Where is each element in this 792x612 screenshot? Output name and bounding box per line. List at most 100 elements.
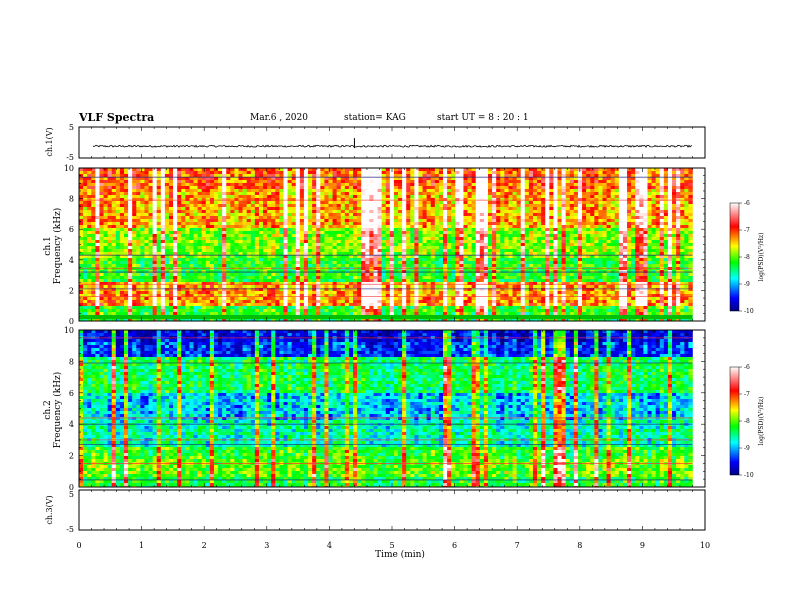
- spectrogram-cell: [487, 261, 493, 265]
- spectrogram-cell: [308, 168, 313, 172]
- spectrogram-cell: [573, 186, 579, 190]
- spectrogram-cell: [119, 237, 125, 241]
- spectrogram-cell: [107, 258, 113, 262]
- spectrogram-cell: [487, 219, 493, 223]
- spectrogram-cell: [598, 174, 603, 178]
- spectrogram-cell: [213, 168, 219, 172]
- spectrogram-cell: [230, 261, 235, 265]
- spectrogram-cell: [422, 225, 427, 229]
- spectrogram-cell: [512, 225, 517, 229]
- spectrogram-cell: [303, 174, 309, 178]
- spectrogram-cell: [418, 240, 423, 244]
- spectrogram-cell: [635, 192, 640, 196]
- spectrogram-cell: [508, 234, 513, 238]
- spectrogram-cell: [557, 264, 562, 268]
- spectrogram-cell: [320, 249, 325, 253]
- spectrogram-cell: [582, 258, 587, 262]
- spectrogram-cell: [173, 225, 178, 229]
- spectrogram-cell: [635, 231, 640, 235]
- spectrogram-cell: [140, 183, 145, 187]
- spectrogram-cell: [492, 213, 497, 217]
- spectrogram-cell: [365, 264, 370, 268]
- spectrogram-cell: [148, 240, 153, 244]
- spectrogram-cell: [541, 174, 546, 178]
- spectrogram-cell: [332, 249, 337, 253]
- spectrogram-cell: [516, 168, 522, 172]
- spectrogram-cell: [389, 234, 395, 238]
- spectrogram-cell: [553, 252, 558, 256]
- spectrogram-cell: [545, 228, 550, 232]
- spectrogram-cell: [197, 237, 202, 241]
- spectrogram-cell: [618, 192, 624, 196]
- spectrogram-cell: [238, 177, 243, 181]
- spectrogram-cell: [512, 192, 517, 196]
- spectrogram-cell: [99, 261, 104, 265]
- spectrogram-cell: [422, 231, 427, 235]
- spectrogram-cell: [79, 189, 84, 193]
- spectrogram-cell: [672, 168, 677, 172]
- spectrogram-cell: [479, 213, 485, 217]
- spectrogram-cell: [140, 177, 145, 181]
- spectrogram-cell: [631, 204, 636, 208]
- spectrogram-cell: [512, 207, 517, 211]
- spectrogram-cell: [447, 180, 452, 184]
- spectrogram-cell: [459, 183, 464, 187]
- spectrogram-cell: [213, 249, 219, 253]
- spectrogram-cell: [545, 189, 550, 193]
- spectrogram-cell: [103, 195, 108, 199]
- spectrogram-cell: [512, 180, 517, 184]
- spectrogram-cell: [582, 225, 587, 229]
- spectrogram-cell: [443, 201, 448, 205]
- spectrogram-cell: [275, 210, 280, 214]
- spectrogram-cell: [377, 240, 382, 244]
- spectrogram-cell: [361, 201, 366, 205]
- spectrogram-cell: [590, 228, 595, 232]
- spectrogram-cell: [434, 177, 440, 181]
- spectrogram-cell: [672, 210, 677, 214]
- spectrogram-cell: [123, 198, 129, 202]
- spectrogram-cell: [357, 261, 362, 265]
- spectrogram-cell: [119, 243, 125, 247]
- spectrogram-cell: [590, 225, 595, 229]
- spectrogram-cell: [549, 213, 554, 217]
- spectrogram-cell: [582, 246, 587, 250]
- spectrogram-cell: [418, 228, 423, 232]
- spectrogram-cell: [643, 183, 648, 187]
- spectrogram-cell: [128, 201, 133, 205]
- spectrogram-cell: [577, 171, 583, 175]
- spectrogram-cell: [549, 198, 554, 202]
- spectrogram-cell: [344, 177, 350, 181]
- spectrogram-cell: [402, 234, 407, 238]
- spectrogram-cell: [348, 198, 354, 202]
- spectrogram-cell: [328, 249, 333, 253]
- spectrogram-cell: [197, 225, 202, 229]
- spectrogram-cell: [119, 186, 125, 190]
- spectrogram-cell: [479, 246, 485, 250]
- spectrogram-cell: [393, 189, 399, 193]
- spectrogram-cell: [193, 225, 198, 229]
- spectrogram-cell: [684, 255, 689, 259]
- spectrogram-cell: [541, 258, 546, 262]
- spectrogram-cell: [316, 189, 321, 193]
- spectrogram-cell: [520, 234, 526, 238]
- spectrogram-cell: [226, 243, 231, 247]
- spectrogram-cell: [279, 189, 284, 193]
- spectrogram-cell: [79, 213, 84, 217]
- spectrogram-cell: [688, 189, 693, 193]
- spectrogram-cell: [406, 189, 411, 193]
- spectrogram-cell: [647, 213, 652, 217]
- spectrogram-cell: [483, 189, 489, 193]
- spectrogram-cell: [422, 249, 427, 253]
- spectrogram-cell: [524, 189, 530, 193]
- spectrogram-cell: [610, 249, 616, 253]
- spectrogram-cell: [573, 189, 579, 193]
- spectrogram-cell: [238, 258, 243, 262]
- spectrogram-cell: [569, 261, 575, 265]
- spectrogram-cell: [369, 252, 374, 256]
- spectrogram-cell: [537, 255, 542, 259]
- spectrogram-cell: [459, 264, 464, 268]
- spectrogram-cell: [209, 243, 215, 247]
- spectrogram-cell: [95, 198, 100, 202]
- spectrogram-cell: [238, 234, 243, 238]
- spectrogram-cell: [218, 264, 223, 268]
